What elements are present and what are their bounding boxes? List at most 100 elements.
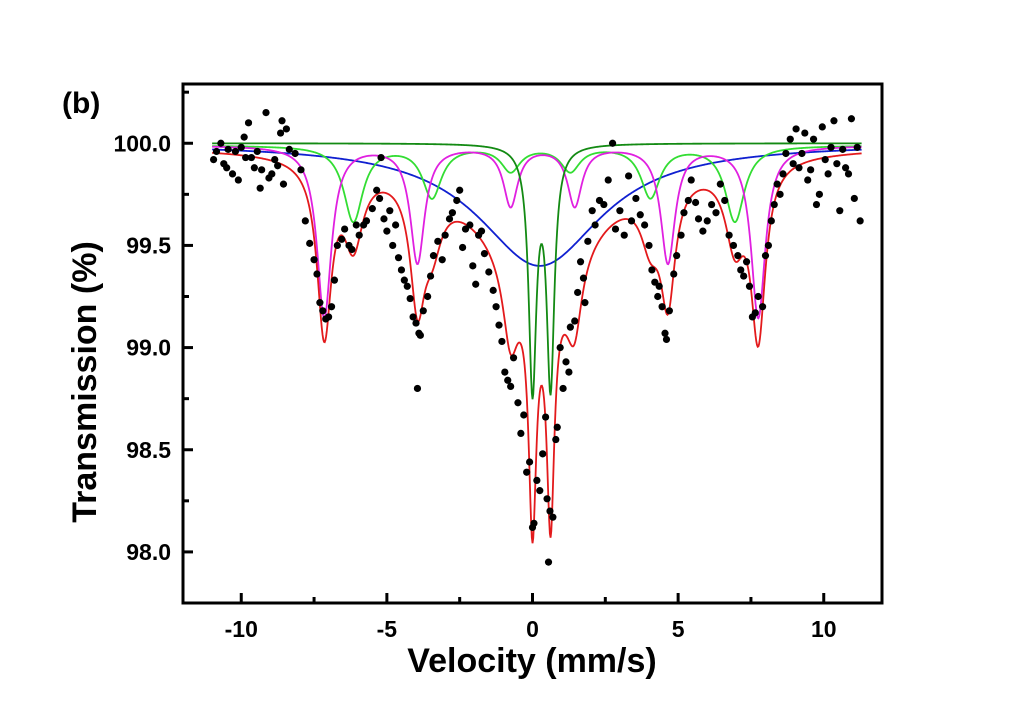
y-axis-title: Transmission (%): [66, 241, 104, 523]
data-point: [492, 303, 500, 311]
data-point: [818, 123, 826, 131]
y-tick-label: 98.5: [126, 437, 171, 463]
data-point: [434, 237, 442, 245]
data-point: [279, 180, 288, 188]
data-point: [546, 507, 554, 515]
data-point: [237, 143, 245, 151]
data-point: [632, 194, 640, 203]
data-point: [368, 205, 376, 213]
data-point: [416, 331, 424, 339]
data-point: [742, 258, 751, 266]
data-point: [641, 221, 649, 229]
data-point: [212, 147, 221, 156]
data-point: [566, 323, 574, 331]
data-point: [330, 276, 339, 284]
data-point: [673, 252, 681, 260]
data-point: [740, 272, 748, 280]
fit-curve-sextet-1: [212, 145, 862, 320]
data-point: [581, 299, 589, 307]
data-point: [209, 156, 218, 164]
data-point: [426, 272, 435, 280]
data-point: [498, 337, 506, 346]
data-point: [827, 143, 835, 151]
data-point: [530, 519, 538, 527]
data-point: [584, 237, 592, 245]
data-point: [608, 139, 617, 147]
data-point: [692, 198, 700, 207]
data-point: [472, 280, 480, 288]
data-point: [386, 207, 394, 215]
data-point: [244, 119, 253, 127]
data-point: [677, 231, 685, 239]
x-tick-label: -10: [225, 616, 258, 642]
data-point: [234, 176, 242, 184]
data-point: [543, 495, 551, 503]
data-point: [789, 160, 797, 168]
data-point: [301, 217, 309, 225]
y-tick-label: 98.0: [126, 539, 171, 565]
data-point: [352, 221, 360, 229]
data-point: [571, 317, 579, 325]
data-point: [276, 129, 285, 137]
data-point: [600, 200, 608, 209]
data-point: [542, 413, 550, 421]
data-point: [776, 190, 784, 198]
data-point: [250, 164, 258, 172]
data-point: [792, 125, 800, 133]
data-point: [773, 180, 781, 188]
data-point: [779, 170, 787, 178]
data-point: [456, 186, 464, 194]
data-point: [856, 217, 864, 225]
data-point: [549, 513, 557, 521]
data-point: [477, 227, 486, 235]
x-axis-title: Velocity (mm/s): [407, 642, 656, 680]
data-point: [429, 252, 438, 260]
data-point: [501, 368, 509, 376]
data-point: [523, 468, 531, 476]
data-point: [721, 196, 729, 205]
data-point: [247, 153, 256, 162]
data-point: [661, 329, 669, 337]
data-point: [525, 458, 534, 466]
data-point: [751, 309, 759, 317]
data-point: [576, 258, 585, 266]
data-point: [588, 207, 596, 215]
data-point: [333, 241, 341, 250]
x-tick-label: 0: [526, 616, 539, 642]
data-point: [495, 321, 503, 329]
data-point: [665, 307, 673, 315]
data-point: [514, 399, 522, 407]
data-point: [725, 231, 733, 239]
data-point: [291, 149, 299, 158]
data-point: [441, 231, 449, 239]
data-point: [504, 376, 512, 384]
data-point: [469, 262, 477, 270]
data-point: [556, 343, 564, 352]
data-point: [466, 221, 474, 229]
data-point: [684, 196, 692, 205]
data-point: [815, 190, 823, 198]
x-tick-label: 5: [672, 616, 685, 642]
data-point: [807, 166, 815, 174]
data-point: [844, 170, 853, 178]
data-points: [209, 109, 864, 566]
data-point: [375, 194, 384, 203]
data-point: [348, 245, 356, 254]
data-point: [648, 266, 656, 274]
data-point: [712, 209, 720, 217]
data-point: [268, 170, 276, 178]
data-point: [658, 303, 666, 311]
data-point: [362, 217, 371, 225]
data-point: [489, 286, 497, 294]
data-point: [611, 225, 620, 233]
data-point: [758, 303, 767, 311]
data-point: [223, 164, 231, 172]
data-point: [480, 249, 489, 258]
data-point: [397, 266, 406, 274]
data-point: [809, 135, 818, 143]
data-point: [373, 186, 381, 194]
data-point: [231, 147, 240, 156]
data-point: [224, 145, 232, 153]
data-point: [228, 170, 237, 178]
data-point: [764, 241, 773, 250]
